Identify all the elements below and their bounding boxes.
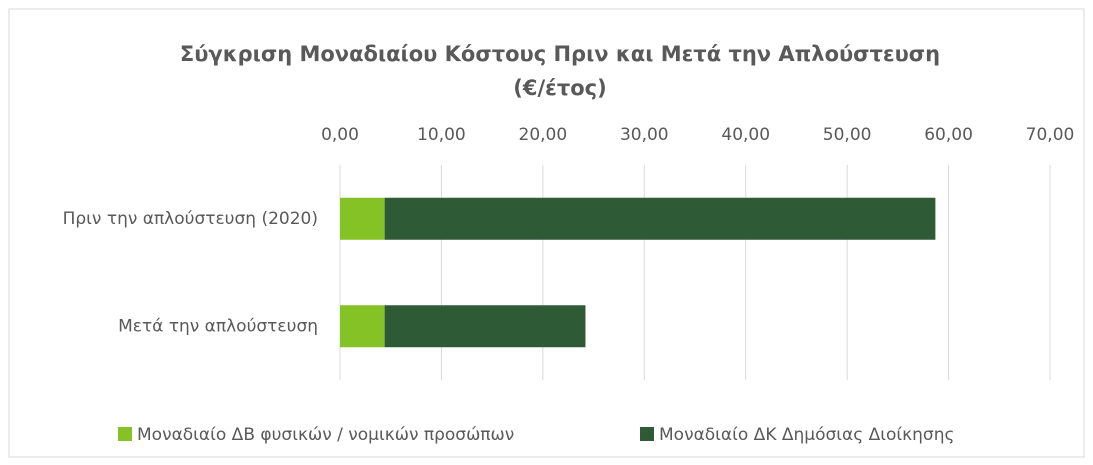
x-tick-label: 50,00 <box>823 125 872 145</box>
x-tick-label: 20,00 <box>519 125 568 145</box>
x-tick-label: 10,00 <box>417 125 466 145</box>
legend-label: Μοναδιαίο ΔΚ Δημόσιας Διοίκησης <box>659 425 954 445</box>
bar-segment <box>340 197 385 240</box>
bar-segment <box>340 305 385 348</box>
y-tick-label: Μετά την απλούστευση <box>118 316 318 336</box>
chart-title: Σύγκριση Μοναδιαίου Κόστους Πριν και Μετ… <box>180 42 940 66</box>
bar-segment <box>384 305 586 348</box>
y-tick-label: Πριν την απλούστευση (2020) <box>63 209 318 229</box>
x-tick-label: 30,00 <box>620 125 669 145</box>
x-tick-label: 40,00 <box>721 125 770 145</box>
legend-swatch <box>640 427 654 441</box>
x-tick-label: 60,00 <box>924 125 973 145</box>
x-tick-label: 70,00 <box>1026 125 1075 145</box>
legend-label: Μοναδιαίο ΔΒ φυσικών / νομικών προσώπων <box>137 425 514 445</box>
x-tick-label: 0,00 <box>321 125 359 145</box>
chart-title: (€/έτος) <box>513 76 606 100</box>
bar-segment <box>384 197 936 240</box>
legend-swatch <box>118 427 132 441</box>
